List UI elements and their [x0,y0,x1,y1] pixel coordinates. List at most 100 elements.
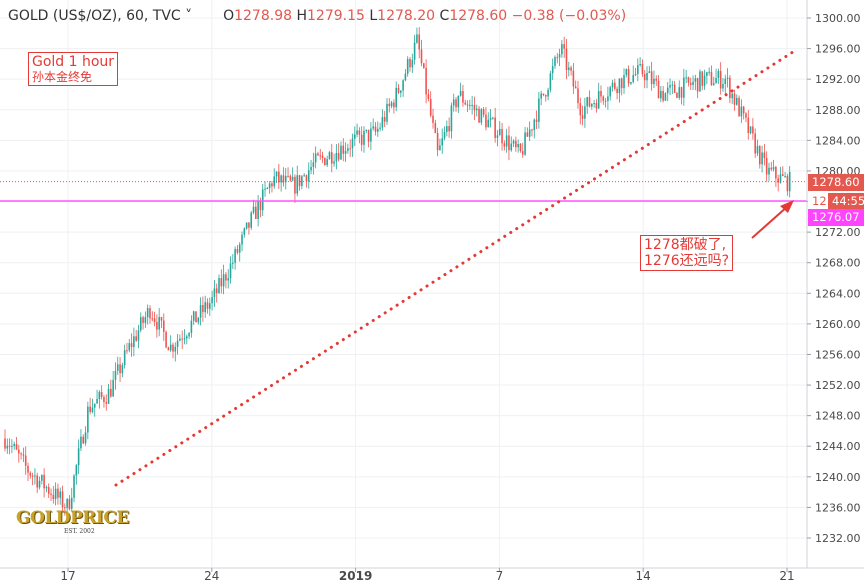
candle-body [450,105,453,132]
candle-body [337,153,340,160]
candle-body [34,475,36,477]
candle-body [390,102,393,107]
candle-body [715,77,717,84]
candle-body [634,74,637,76]
candle-body [326,159,328,166]
high-value: 1279.15 [307,8,365,24]
candle-body [266,187,269,189]
candle-body [73,475,75,498]
candle-body [252,206,255,213]
candle-body [712,83,715,86]
candle-body [87,406,89,433]
candle-body [82,436,85,444]
countdown-tag: 44:55 [828,193,864,210]
candle-body [436,132,439,151]
candle-body [245,222,248,229]
candle-body [452,99,455,106]
candle-body [312,162,315,167]
candle-body [188,332,190,337]
candle-body [473,104,476,111]
callout-arrow-head [780,200,794,213]
candle-body [77,448,80,466]
candle-body [20,453,22,455]
candle-body [11,445,13,447]
candle-body [206,302,209,309]
candle-body [786,176,789,192]
candle-body [211,297,213,304]
price-tick-label: 1236.00 [815,501,861,514]
candle-body [597,91,600,109]
candle-body [765,158,768,175]
candle-body [614,82,616,89]
candle-body [386,103,388,122]
candle-body [307,170,310,182]
candle-body [59,491,62,498]
candle-body [574,86,577,89]
candle-body [609,87,612,97]
candle-body [627,69,630,84]
candle-body [689,82,692,85]
candle-body [696,78,699,92]
candle-body [754,133,756,154]
candle-body [480,109,483,123]
candle-body [8,445,11,447]
candle-body [363,130,365,145]
candle-body [763,152,766,159]
candle-body [554,57,556,67]
candle-body [515,140,517,148]
candle-body [411,59,414,68]
candle-body [142,317,144,323]
candle-body [653,78,655,85]
candle-body [47,487,50,494]
candle-body [710,71,713,86]
symbol-label[interactable]: GOLD (US$/OZ), 60, TVC [8,8,181,24]
candle-body [687,77,690,83]
candle-body [280,175,282,183]
candle-body [549,73,552,90]
candle-body [439,145,441,151]
candle-body [381,117,384,128]
high-label: H [296,8,307,24]
time-tick-label: 21 [779,569,794,583]
candle-body [492,117,494,119]
price-tick-label: 1232.00 [815,532,861,545]
candle-body [105,402,108,404]
candle-body [558,54,561,58]
time-axis[interactable]: 17 24 2019 7 14 21 [60,568,795,583]
candle-body [542,93,545,96]
title-annotation[interactable]: Gold 1 hour 孙本金终免 [28,52,119,86]
candle-body [420,49,423,64]
candle-body [167,347,170,351]
candle-body [533,119,536,131]
candle-body [149,308,151,319]
candle-body [556,57,559,59]
candle-body [489,118,492,120]
candle-body [703,75,706,86]
candle-body [485,114,487,128]
candle-body [742,106,745,114]
candles[interactable] [4,27,791,516]
open-label: O [223,8,235,24]
candle-body [666,87,669,94]
candle-body [383,117,386,122]
title-annotation-line1: Gold 1 hour [32,54,115,70]
candle-body [505,135,508,147]
note-annotation[interactable]: 1278都破了, 1276还远吗? [640,235,734,271]
symbol-dropdown-icon[interactable]: ˅ [185,8,193,24]
candle-body [107,388,110,404]
candle-body [144,317,147,323]
candle-body [287,175,289,177]
time-tick-label: 17 [60,569,75,583]
candle-body [93,403,96,408]
price-tick-label: 1296.00 [815,43,861,56]
candle-body [630,82,632,84]
candle-body [400,90,402,93]
candle-body [487,119,490,128]
candle-body [220,278,223,287]
candle-body [719,71,722,89]
note-annotation-line1: 1278都破了, [644,237,727,253]
candle-body [434,122,437,133]
candle-body [367,129,370,142]
